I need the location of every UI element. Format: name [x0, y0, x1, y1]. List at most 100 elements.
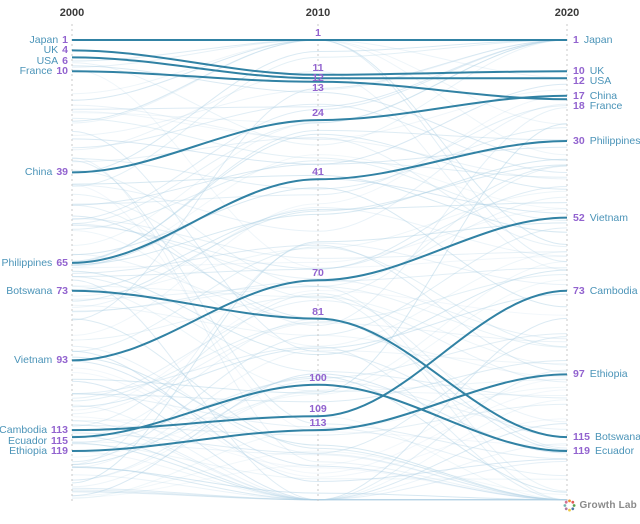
- mid-label-china: 24: [288, 107, 348, 119]
- rank-line-vietnam[interactable]: [71, 216, 568, 362]
- mid-label-philippines: 41: [288, 166, 348, 178]
- country-name: Cambodia: [589, 285, 638, 297]
- background-rank-line: [71, 372, 568, 478]
- rank-number: 109: [309, 403, 327, 415]
- left-label-cambodia[interactable]: Cambodia 113: [0, 424, 68, 436]
- right-label-ethiopia[interactable]: 97 Ethiopia: [573, 368, 628, 380]
- country-name: France: [589, 100, 623, 112]
- rank-line-philippines[interactable]: [71, 140, 568, 264]
- country-name: Ethiopia: [9, 445, 48, 457]
- rank-number: 6: [62, 55, 68, 67]
- country-name: China: [24, 166, 53, 178]
- background-rank-line: [71, 336, 568, 454]
- year-tick-2000: 2000: [59, 7, 85, 19]
- background-rank-line: [71, 95, 568, 336]
- background-rank-line: [71, 279, 567, 501]
- left-label-uk[interactable]: UK 4: [44, 44, 68, 56]
- year-tick-2010: 2010: [305, 7, 331, 19]
- background-rank-line: [71, 39, 568, 174]
- background-rank-line: [71, 70, 568, 271]
- right-label-ecuador[interactable]: 119 Ecuador: [573, 445, 634, 457]
- background-rank-line: [71, 292, 568, 449]
- rank-number: 52: [573, 212, 585, 224]
- left-label-philippines[interactable]: Philippines 65: [2, 257, 68, 269]
- country-name: Ethiopia: [589, 368, 628, 380]
- growth-lab-logo-text: Growth Lab: [579, 500, 637, 511]
- rank-number: 12: [573, 75, 585, 87]
- left-label-france[interactable]: France 10: [20, 65, 68, 77]
- background-rank-line: [71, 130, 568, 438]
- left-label-china[interactable]: China 39: [25, 166, 68, 178]
- background-rank-line: [71, 286, 568, 492]
- rank-number: 115: [573, 431, 590, 443]
- background-rank-line: [71, 222, 568, 484]
- year-tick-2020: 2020: [554, 7, 580, 19]
- right-label-vietnam[interactable]: 52 Vietnam: [573, 212, 628, 224]
- rank-number: 30: [573, 135, 585, 147]
- background-rank-line: [71, 274, 568, 402]
- rank-number: 17: [573, 90, 585, 102]
- rank-number: 100: [309, 372, 327, 384]
- rank-number: 10: [56, 65, 68, 77]
- growth-lab-dots-icon: [563, 499, 576, 512]
- right-label-cambodia[interactable]: 73 Cambodia: [573, 285, 638, 297]
- mid-label-france: 13: [288, 82, 348, 94]
- background-rank-line: [71, 443, 568, 480]
- left-label-ethiopia[interactable]: Ethiopia 119: [9, 445, 68, 457]
- background-rank-line: [71, 267, 568, 313]
- country-name: Vietnam: [13, 354, 53, 366]
- rank-number: 113: [309, 417, 327, 429]
- left-label-japan[interactable]: Japan 1: [30, 34, 68, 46]
- highlighted-country-lines: [71, 39, 568, 452]
- left-label-ecuador[interactable]: Ecuador 115: [8, 435, 68, 447]
- country-name: China: [589, 90, 618, 102]
- background-rank-line: [71, 466, 568, 501]
- country-name: Botswana: [594, 431, 640, 443]
- rank-number: 1: [573, 34, 579, 46]
- background-rank-line: [71, 416, 568, 501]
- rank-number: 73: [573, 285, 585, 297]
- rank-number: 18: [573, 100, 585, 112]
- mid-label-vietnam: 70: [288, 267, 348, 279]
- background-rank-line: [71, 450, 568, 497]
- rank-line-china[interactable]: [71, 94, 568, 174]
- mid-label-usa: 12: [288, 72, 348, 84]
- rank-line-botswana[interactable]: [71, 289, 568, 439]
- logo-dot: [565, 500, 569, 504]
- rank-number: 24: [312, 107, 324, 119]
- country-name: Ecuador: [7, 435, 48, 447]
- rank-number: 73: [56, 285, 68, 297]
- rank-line-usa[interactable]: [71, 56, 567, 80]
- background-rank-line: [71, 196, 568, 300]
- rank-number: 1: [62, 34, 68, 46]
- rank-number: 70: [312, 267, 324, 279]
- right-label-uk[interactable]: 10 UK: [573, 65, 604, 77]
- rank-line-cambodia[interactable]: [71, 289, 568, 432]
- growth-lab-logo[interactable]: Growth Lab: [563, 499, 637, 512]
- country-name: UK: [589, 65, 605, 77]
- rank-line-france[interactable]: [71, 70, 568, 101]
- right-label-china[interactable]: 17 China: [573, 90, 617, 102]
- rank-number: 93: [56, 354, 68, 366]
- right-label-france[interactable]: 18 France: [573, 100, 622, 112]
- right-label-japan[interactable]: 1 Japan: [573, 34, 612, 46]
- rank-line-ecuador[interactable]: [71, 383, 568, 452]
- rank-number: 13: [312, 82, 324, 94]
- country-name: Ecuador: [594, 445, 635, 457]
- left-label-botswana[interactable]: Botswana 73: [6, 285, 68, 297]
- country-name: Philippines: [1, 257, 53, 269]
- background-rank-line: [71, 127, 568, 190]
- rank-line-uk[interactable]: [71, 49, 568, 76]
- rank-line-ethiopia[interactable]: [71, 373, 568, 452]
- right-label-philippines[interactable]: 30 Philippines: [573, 135, 640, 147]
- left-label-vietnam[interactable]: Vietnam 93: [14, 354, 68, 366]
- logo-dot: [571, 507, 575, 511]
- background-rank-line: [71, 230, 568, 347]
- rank-number: 4: [62, 44, 68, 56]
- right-label-usa[interactable]: 12 USA: [573, 75, 611, 87]
- left-label-usa[interactable]: USA 6: [37, 55, 68, 67]
- right-label-botswana[interactable]: 115 Botswana: [573, 431, 640, 443]
- background-rank-line: [71, 103, 568, 232]
